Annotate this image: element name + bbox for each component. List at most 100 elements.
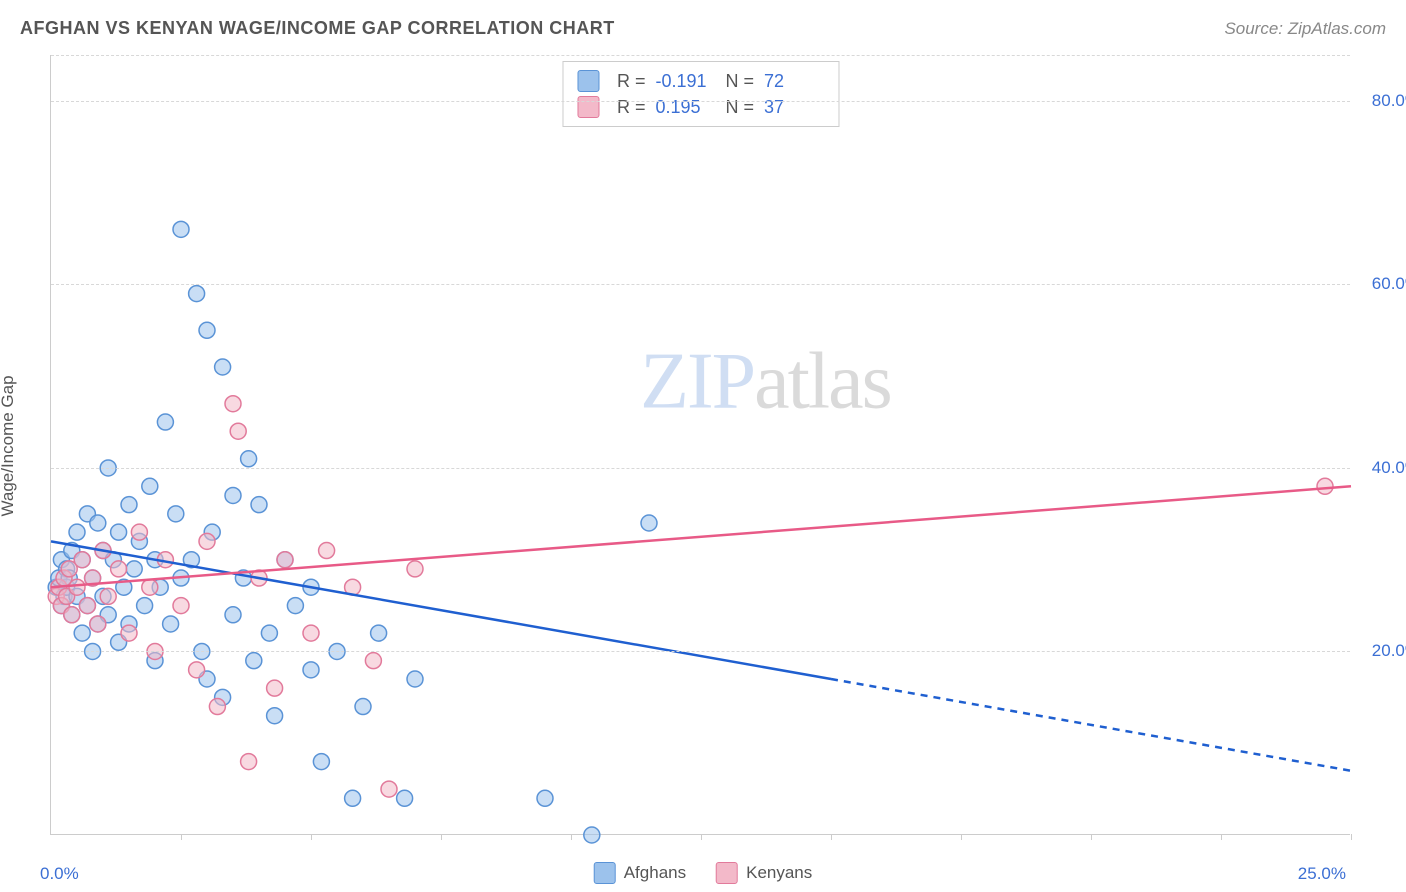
- data-point: [397, 790, 413, 806]
- data-point: [225, 607, 241, 623]
- trend-line: [51, 541, 831, 679]
- grid-line: [51, 284, 1350, 285]
- n-label: N =: [726, 97, 755, 118]
- correlation-legend-row: R = -0.191 N = 72: [577, 68, 824, 94]
- data-point: [168, 506, 184, 522]
- data-point: [126, 561, 142, 577]
- x-tick: [701, 834, 702, 840]
- data-point: [100, 588, 116, 604]
- data-point: [74, 625, 90, 641]
- data-point: [241, 451, 257, 467]
- data-point: [79, 598, 95, 614]
- data-point: [303, 625, 319, 641]
- r-value: 0.195: [656, 97, 716, 118]
- data-point: [189, 286, 205, 302]
- y-tick-label: 80.0%: [1360, 91, 1406, 111]
- data-point: [225, 396, 241, 412]
- y-tick-label: 40.0%: [1360, 458, 1406, 478]
- grid-line: [51, 651, 1350, 652]
- legend-item: Afghans: [594, 862, 686, 884]
- trend-line-extrapolated: [831, 679, 1351, 771]
- data-point: [303, 662, 319, 678]
- n-value: 37: [764, 97, 824, 118]
- legend-swatch: [577, 96, 599, 118]
- chart-title: AFGHAN VS KENYAN WAGE/INCOME GAP CORRELA…: [20, 18, 615, 39]
- x-tick: [961, 834, 962, 840]
- grid-line: [51, 101, 1350, 102]
- y-tick-label: 20.0%: [1360, 641, 1406, 661]
- legend-swatch: [577, 70, 599, 92]
- x-tick: [1351, 834, 1352, 840]
- data-point: [267, 680, 283, 696]
- r-value: -0.191: [656, 71, 716, 92]
- data-point: [189, 662, 205, 678]
- data-point: [121, 625, 137, 641]
- data-point: [121, 497, 137, 513]
- trend-line: [51, 486, 1351, 587]
- data-point: [407, 561, 423, 577]
- plot-area: ZIPatlas R =-0.191N =72R =0.195N =37 20.…: [50, 55, 1350, 835]
- data-point: [246, 653, 262, 669]
- n-value: 72: [764, 71, 824, 92]
- x-tick: [571, 834, 572, 840]
- data-point: [173, 221, 189, 237]
- legend-label: Afghans: [624, 863, 686, 882]
- y-tick-label: 60.0%: [1360, 274, 1406, 294]
- series-legend: Afghans Kenyans: [594, 862, 813, 884]
- legend-label: Kenyans: [746, 863, 812, 882]
- data-point: [313, 754, 329, 770]
- x-tick: [181, 834, 182, 840]
- correlation-legend: R = -0.191 N = 72 R = 0.195 N = 37: [562, 61, 839, 127]
- data-point: [142, 478, 158, 494]
- data-point: [319, 543, 335, 559]
- data-point: [365, 653, 381, 669]
- data-point: [537, 790, 553, 806]
- data-point: [407, 671, 423, 687]
- legend-swatch: [716, 862, 738, 884]
- data-point: [111, 561, 127, 577]
- data-point: [287, 598, 303, 614]
- chart-svg: [51, 55, 1350, 834]
- data-point: [355, 699, 371, 715]
- data-point: [1317, 478, 1333, 494]
- data-point: [209, 699, 225, 715]
- data-point: [64, 607, 80, 623]
- x-tick: [1091, 834, 1092, 840]
- data-point: [69, 579, 85, 595]
- data-point: [371, 625, 387, 641]
- data-point: [381, 781, 397, 797]
- data-point: [584, 827, 600, 843]
- x-tick: [831, 834, 832, 840]
- x-tick: [311, 834, 312, 840]
- data-point: [69, 524, 85, 540]
- r-label: R =: [617, 97, 646, 118]
- correlation-legend-row: R = 0.195 N = 37: [577, 94, 824, 120]
- data-point: [137, 598, 153, 614]
- data-point: [251, 497, 267, 513]
- data-point: [230, 423, 246, 439]
- data-point: [173, 598, 189, 614]
- x-tick: [1221, 834, 1222, 840]
- data-point: [641, 515, 657, 531]
- data-point: [241, 754, 257, 770]
- x-axis-min-label: 0.0%: [40, 864, 79, 884]
- data-point: [131, 524, 147, 540]
- grid-line: [51, 468, 1350, 469]
- x-tick: [441, 834, 442, 840]
- data-point: [111, 524, 127, 540]
- data-point: [199, 533, 215, 549]
- grid-line: [51, 55, 1350, 56]
- data-point: [90, 515, 106, 531]
- legend-swatch: [594, 862, 616, 884]
- data-point: [261, 625, 277, 641]
- n-label: N =: [726, 71, 755, 92]
- data-point: [215, 359, 231, 375]
- x-axis-max-label: 25.0%: [1298, 864, 1346, 884]
- y-axis-label: Wage/Income Gap: [0, 375, 18, 516]
- data-point: [199, 322, 215, 338]
- data-point: [74, 552, 90, 568]
- chart-source: Source: ZipAtlas.com: [1224, 19, 1386, 39]
- r-label: R =: [617, 71, 646, 92]
- chart-header: AFGHAN VS KENYAN WAGE/INCOME GAP CORRELA…: [20, 18, 1386, 39]
- data-point: [267, 708, 283, 724]
